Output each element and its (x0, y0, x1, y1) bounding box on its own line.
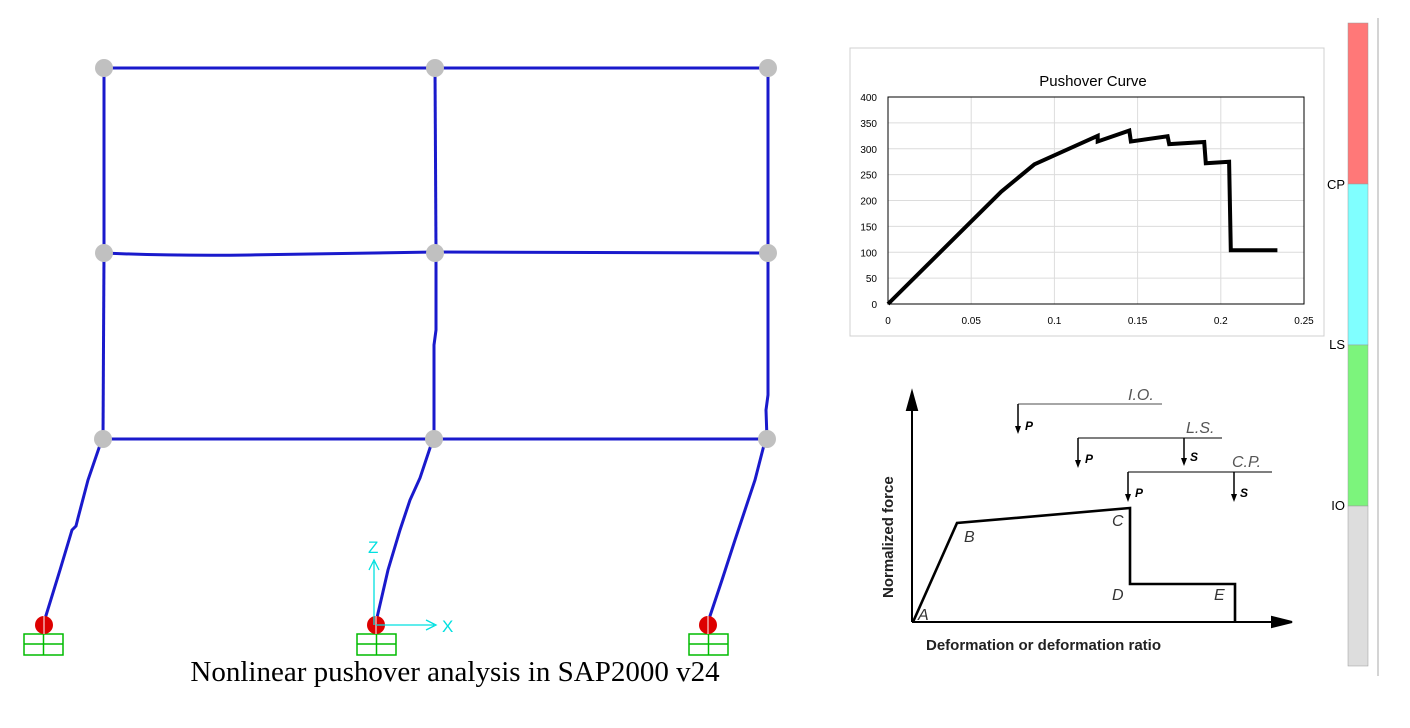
hinge-node (95, 59, 113, 77)
x-tick-label: 0.15 (1128, 316, 1148, 327)
column-left-middle (101, 252, 106, 440)
backbone-diagram: Normalized force Deformation or deformat… (880, 387, 1293, 654)
figure-caption: Nonlinear pushover analysis in SAP2000 v… (190, 656, 720, 688)
backbone-curve (911, 506, 1237, 623)
pushover-curve-line (886, 127, 1278, 306)
x-tick-labels: 0 0.05 0.1 0.15 0.2 0.25 (885, 316, 1314, 327)
hinge-node (95, 244, 113, 262)
ls-load-s: S (1190, 450, 1198, 464)
column-mid-base (374, 444, 433, 623)
y-tick-label: 100 (860, 248, 877, 259)
y-tick-label: 50 (866, 274, 878, 285)
coordinate-axes (368, 558, 438, 631)
hinge-node (426, 244, 444, 262)
x-tick-label: 0.25 (1294, 316, 1314, 327)
frame-beams (103, 66, 769, 441)
point-d-label: D (1112, 587, 1124, 604)
y-tick-labels: 0 50 100 150 200 250 300 350 400 (860, 93, 877, 311)
io-load-p: P (1025, 419, 1034, 433)
cp-load-p: P (1135, 486, 1144, 500)
hinge-node (759, 59, 777, 77)
y-tick-label: 200 (860, 197, 877, 208)
point-a-label: A (917, 607, 929, 624)
ls-label: L.S. (1186, 420, 1214, 437)
x-tick-label: 0.2 (1214, 316, 1228, 327)
cp-load-s: S (1240, 486, 1248, 500)
x-tick-label: 0.05 (961, 316, 981, 327)
io-label: I.O. (1128, 387, 1154, 404)
scale-band-cp (1347, 22, 1369, 185)
supports (23, 633, 729, 656)
scale-band-io (1347, 344, 1369, 507)
y-tick-label: 300 (860, 145, 877, 156)
chart-series (886, 127, 1278, 306)
frame-columns (42, 67, 770, 623)
x-tick-label: 0.1 (1047, 316, 1061, 327)
performance-scale: CP LS IO (1327, 18, 1379, 676)
fixed-support-right (688, 633, 729, 656)
chart-title: Pushover Curve (1039, 73, 1147, 90)
chart-area (849, 47, 1325, 337)
y-tick-label: 400 (860, 93, 877, 104)
beam-level2-right (434, 250, 769, 255)
column-mid-upper (433, 67, 438, 253)
y-tick-label: 0 (871, 300, 877, 311)
cp-label: C.P. (1232, 454, 1261, 471)
y-tick-label: 350 (860, 119, 877, 130)
scale-label-ls: LS (1329, 337, 1345, 352)
backbone-y-axis-label: Normalized force (880, 476, 897, 598)
backbone-axes (905, 388, 1293, 629)
io-level: I.O. P (1015, 387, 1162, 434)
x-axis-label: X (442, 617, 453, 636)
hinge-node (758, 430, 776, 448)
x-tick-label: 0 (885, 316, 891, 327)
column-right-middle (764, 253, 770, 440)
scale-label-cp: CP (1327, 177, 1345, 192)
point-b-label: B (964, 529, 975, 546)
frame-model: Z X (23, 59, 777, 656)
scale-label-io: IO (1331, 498, 1345, 513)
z-axis-label: Z (368, 538, 378, 557)
backbone-x-axis-label: Deformation or deformation ratio (926, 637, 1161, 654)
point-e-label: E (1214, 587, 1225, 604)
beam-level2-left (103, 250, 436, 257)
ls-level: L.S. P S (1075, 420, 1222, 468)
scale-band-below-io (1347, 505, 1369, 667)
ls-load-p: P (1085, 452, 1094, 466)
column-mid-middle (432, 252, 438, 439)
hinge-nodes (94, 59, 777, 448)
scale-band-ls (1347, 183, 1369, 346)
cp-level: C.P. P S (1125, 454, 1272, 502)
fixed-support-left (23, 633, 64, 656)
plot-area-border (887, 96, 1305, 305)
hinge-node (94, 430, 112, 448)
column-left-base (42, 444, 102, 623)
point-c-label: C (1112, 513, 1124, 530)
pushover-chart: Pushover Curve 050100150200250300350400 … (849, 47, 1325, 337)
y-tick-label: 150 (860, 222, 877, 233)
hinge-node (425, 430, 443, 448)
fixed-support-mid (356, 633, 397, 656)
column-right-base (706, 444, 766, 623)
hinge-node (759, 244, 777, 262)
y-tick-label: 250 (860, 171, 877, 182)
hinge-node (426, 59, 444, 77)
